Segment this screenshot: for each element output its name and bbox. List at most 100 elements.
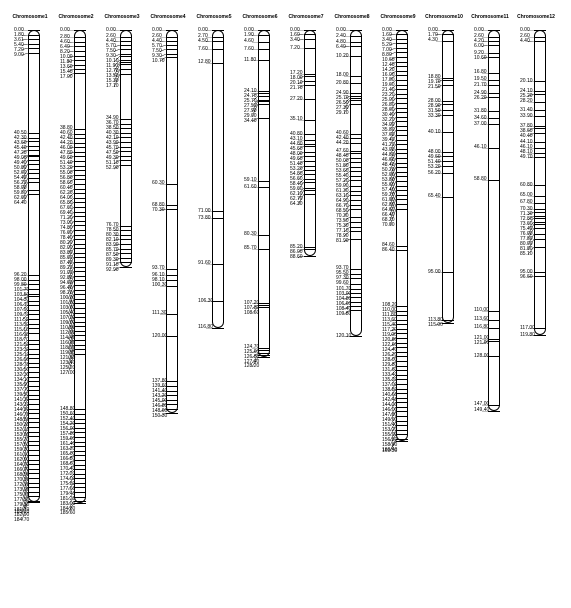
marker-tick (74, 221, 86, 222)
marker-label: 85.70 (244, 246, 252, 251)
marker-tick (350, 217, 362, 218)
marker-tick (74, 225, 86, 226)
marker-tick (28, 409, 40, 410)
marker-label: 6.40 (336, 45, 344, 50)
marker-tick (350, 158, 362, 159)
marker-tick (120, 230, 132, 231)
marker-tick (350, 209, 362, 210)
marker-tick (396, 57, 408, 58)
marker-tick (166, 57, 178, 58)
marker-tick (350, 222, 362, 223)
marker-label: 108.60 (244, 311, 252, 316)
marker-tick (350, 151, 362, 152)
marker-tick (74, 248, 86, 249)
marker-tick (396, 338, 408, 339)
marker-connector (344, 209, 350, 217)
marker-tick (74, 202, 86, 203)
marker-tick (396, 329, 408, 330)
marker-tick (28, 284, 40, 285)
marker-tick (28, 469, 40, 470)
marker-label: 0.00 (60, 28, 68, 33)
marker-tick (74, 138, 86, 139)
marker-tick (28, 464, 40, 465)
marker-tick (74, 276, 86, 277)
marker-tick (350, 100, 362, 101)
marker-tick (350, 205, 362, 206)
marker-tick (74, 285, 86, 286)
marker-label: 120.10 (336, 334, 344, 339)
marker-tick (74, 478, 86, 479)
marker-tick (28, 146, 40, 147)
marker-label: 184.70 (14, 518, 22, 523)
marker-label: 4.40 (520, 39, 528, 44)
marker-tick (442, 166, 454, 167)
marker-tick (396, 425, 408, 426)
marker-tick (212, 49, 224, 50)
marker-tick (120, 56, 132, 57)
marker-tick (74, 503, 86, 504)
marker-tick (74, 69, 86, 70)
marker-tick (442, 80, 454, 81)
marker-tick (534, 157, 546, 158)
marker-tick (488, 41, 500, 42)
marker-tick (74, 460, 86, 461)
marker-tick (166, 184, 178, 185)
marker-label: 185.10 (14, 510, 22, 515)
marker-tick (28, 44, 40, 45)
marker-tick (74, 134, 86, 135)
marker-label: 37.00 (474, 122, 482, 127)
marker-tick (166, 54, 178, 55)
marker-tick (28, 460, 40, 461)
marker-tick (350, 180, 362, 181)
marker-tick (488, 405, 500, 406)
marker-label: 116.80 (198, 325, 206, 330)
marker-tick (396, 439, 408, 440)
marker-tick (534, 116, 546, 117)
marker-label: 29.10 (336, 111, 344, 116)
marker-label: 81.90 (336, 239, 344, 244)
marker-tick (488, 328, 500, 329)
marker-tick (350, 310, 362, 311)
marker-tick (396, 306, 408, 307)
marker-tick (28, 328, 40, 329)
marker-tick (396, 324, 408, 325)
marker-tick (488, 341, 500, 342)
marker-tick (28, 436, 40, 437)
marker-tick (350, 239, 362, 240)
marker-tick (28, 150, 40, 151)
marker-tick (304, 194, 316, 195)
marker-tick (74, 262, 86, 263)
marker-label: 26.20 (474, 96, 482, 101)
marker-connector (22, 194, 28, 204)
marker-tick (74, 239, 86, 240)
marker-label: 21.70 (290, 86, 298, 91)
marker-tick (28, 301, 40, 302)
marker-tick (488, 73, 500, 74)
marker-tick (166, 41, 178, 42)
chromosome-title: Chromosome11 (471, 14, 509, 20)
marker-tick (28, 340, 40, 341)
marker-tick (304, 81, 316, 82)
marker-tick (396, 140, 408, 141)
marker-tick (488, 97, 500, 98)
marker-tick (74, 428, 86, 429)
marker-tick (258, 42, 270, 43)
marker-tick (120, 54, 132, 55)
marker-tick (120, 235, 132, 236)
marker-label: 92.90 (106, 268, 114, 273)
marker-tick (258, 104, 270, 105)
chromosome-title: Chromosome7 (288, 14, 323, 20)
marker-tick (120, 60, 132, 61)
marker-tick (120, 74, 132, 75)
marker-label: 56.20 (428, 171, 436, 176)
marker-tick (28, 35, 40, 36)
marker-tick (28, 39, 40, 40)
marker-tick (534, 239, 546, 240)
marker-tick (28, 413, 40, 414)
marker-tick (28, 133, 40, 134)
marker-label: 0.00 (198, 28, 206, 33)
marker-label: 185.60 (60, 511, 68, 516)
marker-tick (74, 207, 86, 208)
marker-tick (488, 111, 500, 112)
marker-tick (534, 102, 546, 103)
